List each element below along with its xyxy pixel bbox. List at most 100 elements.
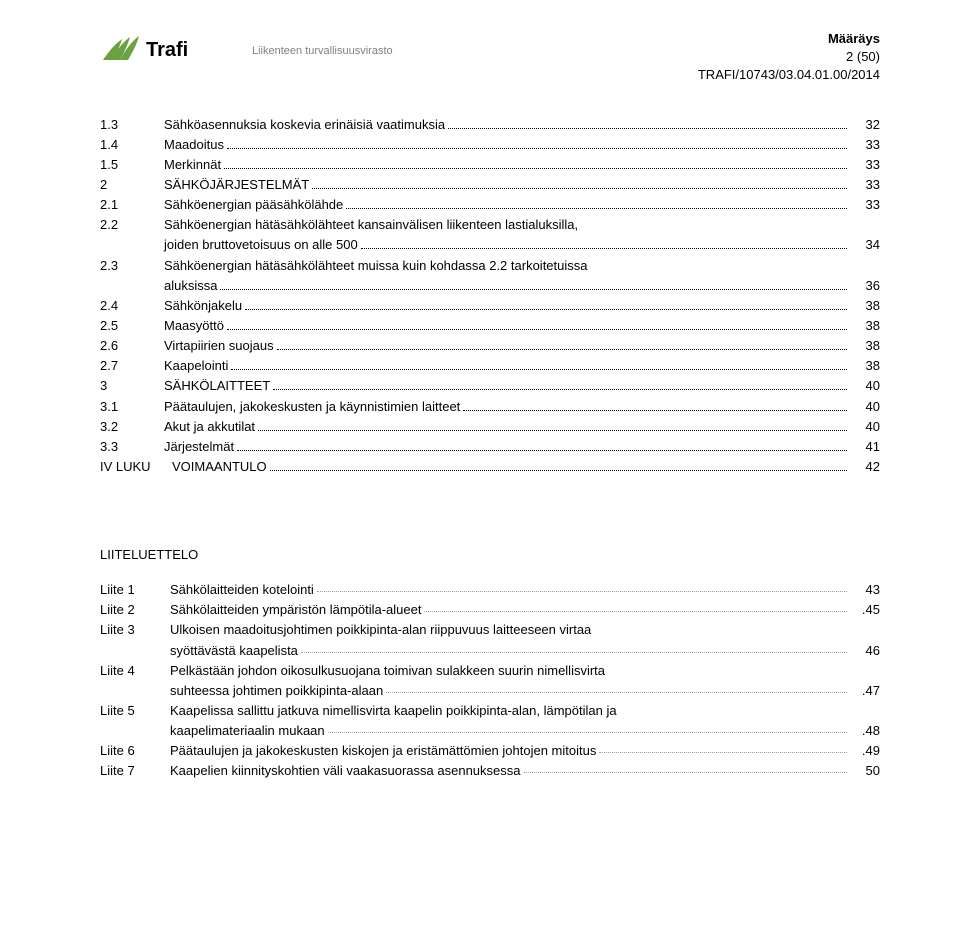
toc-row: 3.2Akut ja akkutilat40 <box>100 417 880 437</box>
toc-title: Sähköenergian hätäsähkölähteet muissa ku… <box>164 256 588 276</box>
toc-row: 1.5Merkinnät 33 <box>100 155 880 175</box>
appendix-label: Liite 7 <box>100 761 170 781</box>
appendix-dots <box>599 745 847 755</box>
appendix-body: Päätaulujen ja jakokeskusten kiskojen ja… <box>170 741 880 761</box>
toc-page: 38 <box>850 296 880 316</box>
toc-row: 2.7Kaapelointi38 <box>100 356 880 376</box>
toc-page: 38 <box>850 356 880 376</box>
toc-num: IV LUKU <box>100 457 172 477</box>
appendix-body: Pelkästään johdon oikosulkusuojana toimi… <box>170 661 880 701</box>
appendix-dots <box>386 684 847 694</box>
appendix-label: Liite 3 <box>100 620 170 640</box>
toc-dots <box>227 137 847 148</box>
toc-row: joiden bruttovetoisuus on alle 50034 <box>100 235 880 255</box>
toc-page: 36 <box>850 276 880 296</box>
toc-dots <box>270 460 847 471</box>
doc-ref: TRAFI/10743/03.04.01.00/2014 <box>698 66 880 84</box>
toc-dots <box>463 399 847 410</box>
toc-num: 1.3 <box>100 115 164 135</box>
toc-page: 40 <box>850 376 880 396</box>
appendix-text: Kaapelissa sallittu jatkuva nimellisvirt… <box>170 701 617 721</box>
toc-title: VOIMAANTULO <box>172 457 267 477</box>
toc-num: 2.3 <box>100 256 164 276</box>
toc-num: 2.6 <box>100 336 164 356</box>
toc-title: Kaapelointi <box>164 356 228 376</box>
appendix-row: Liite 4Pelkästään johdon oikosulkusuojan… <box>100 661 880 701</box>
appendix-body: Sähkölaitteiden ympäristön lämpötila-alu… <box>170 600 880 620</box>
toc-page: 33 <box>850 175 880 195</box>
appendix-line: suhteessa johtimen poikkipinta-alaan.47 <box>170 681 880 701</box>
toc-title: Merkinnät <box>164 155 221 175</box>
toc-row: 2.6Virtapiirien suojaus38 <box>100 336 880 356</box>
appendix-line: Sähkölaitteiden kotelointi43 <box>170 580 880 600</box>
appendix-row: Liite 2Sähkölaitteiden ympäristön lämpöt… <box>100 600 880 620</box>
appendix-text: syöttävästä kaapelista <box>170 641 298 661</box>
toc-row: 1.4Maadoitus33 <box>100 135 880 155</box>
toc-title: SÄHKÖLAITTEET <box>164 376 270 396</box>
toc-title: Akut ja akkutilat <box>164 417 255 437</box>
toc-num: 3.3 <box>100 437 164 457</box>
toc-title: Sähköenergian pääsähkölähde <box>164 195 343 215</box>
toc-num: 1.4 <box>100 135 164 155</box>
appendix-line: Kaapelissa sallittu jatkuva nimellisvirt… <box>170 701 880 721</box>
logo-block: Trafi Liikenteen turvallisuusvirasto <box>100 30 393 72</box>
appendix-row: Liite 6Päätaulujen ja jakokeskusten kisk… <box>100 741 880 761</box>
appendix-body: Sähkölaitteiden kotelointi43 <box>170 580 880 600</box>
appendix-list: Liite 1Sähkölaitteiden kotelointi43Liite… <box>100 580 880 781</box>
toc-title: Sähköasennuksia koskevia erinäisiä vaati… <box>164 115 445 135</box>
appendix-text: Ulkoisen maadoitusjohtimen poikkipinta-a… <box>170 620 591 640</box>
toc-dots <box>231 359 847 370</box>
appendix-row: Liite 5Kaapelissa sallittu jatkuva nimel… <box>100 701 880 741</box>
toc-num: 2.5 <box>100 316 164 336</box>
toc-dots <box>346 198 847 209</box>
appendix-text: Sähkölaitteiden ympäristön lämpötila-alu… <box>170 600 421 620</box>
toc-row: IV LUKUVOIMAANTULO 42 <box>100 457 880 477</box>
toc-num: 1.5 <box>100 155 164 175</box>
toc-title: joiden bruttovetoisuus on alle 500 <box>164 235 358 255</box>
page-header: Trafi Liikenteen turvallisuusvirasto Mää… <box>100 30 880 85</box>
logo-subtitle: Liikenteen turvallisuusvirasto <box>252 45 393 57</box>
toc-title: Maasyöttö <box>164 316 224 336</box>
appendix-page: .49 <box>850 741 880 761</box>
toc-row: 1.3Sähköasennuksia koskevia erinäisiä va… <box>100 115 880 135</box>
appendix-body: Ulkoisen maadoitusjohtimen poikkipinta-a… <box>170 620 880 660</box>
appendix-line: Kaapelien kiinnityskohtien väli vaakasuo… <box>170 761 880 781</box>
toc-row: 3.1Päätaulujen, jakokeskusten ja käynnis… <box>100 397 880 417</box>
document-page: Trafi Liikenteen turvallisuusvirasto Mää… <box>0 0 960 822</box>
toc-page: 42 <box>850 457 880 477</box>
toc-page: 33 <box>850 155 880 175</box>
appendix-page: .48 <box>850 721 880 741</box>
appendix-body: Kaapelien kiinnityskohtien väli vaakasuo… <box>170 761 880 781</box>
appendix-row: Liite 1Sähkölaitteiden kotelointi43 <box>100 580 880 600</box>
toc-dots <box>245 298 847 309</box>
toc-row: 2.4Sähkönjakelu 38 <box>100 296 880 316</box>
toc-title: Järjestelmät <box>164 437 234 457</box>
toc-row: 2.2Sähköenergian hätäsähkölähteet kansai… <box>100 215 880 235</box>
toc-row: 2SÄHKÖJÄRJESTELMÄT33 <box>100 175 880 195</box>
appendix-text: Päätaulujen ja jakokeskusten kiskojen ja… <box>170 741 596 761</box>
toc-title: Sähkönjakelu <box>164 296 242 316</box>
appendix-page: .47 <box>850 681 880 701</box>
toc-page: 32 <box>850 115 880 135</box>
toc-dots <box>277 339 847 350</box>
appendix-line: Pelkästään johdon oikosulkusuojana toimi… <box>170 661 880 681</box>
toc-page: 33 <box>850 135 880 155</box>
toc-title: Päätaulujen, jakokeskusten ja käynnistim… <box>164 397 460 417</box>
toc-dots <box>237 439 847 450</box>
toc-title: Virtapiirien suojaus <box>164 336 274 356</box>
toc-dots <box>448 117 847 128</box>
toc-title: Sähköenergian hätäsähkölähteet kansainvä… <box>164 215 578 235</box>
appendix-line: Päätaulujen ja jakokeskusten kiskojen ja… <box>170 741 880 761</box>
appendix-label: Liite 4 <box>100 661 170 681</box>
toc-row: 3SÄHKÖLAITTEET40 <box>100 376 880 396</box>
header-right: Määräys 2 (50) TRAFI/10743/03.04.01.00/2… <box>698 30 880 85</box>
toc-num: 2.4 <box>100 296 164 316</box>
appendix-page: 43 <box>850 580 880 600</box>
toc-page: 40 <box>850 397 880 417</box>
trafi-logo-icon: Trafi <box>100 30 240 72</box>
toc-row: 2.5Maasyöttö38 <box>100 316 880 336</box>
appendix-dots <box>328 725 847 735</box>
page-info: 2 (50) <box>698 48 880 66</box>
toc-dots <box>220 278 847 289</box>
toc-dots <box>227 319 847 330</box>
